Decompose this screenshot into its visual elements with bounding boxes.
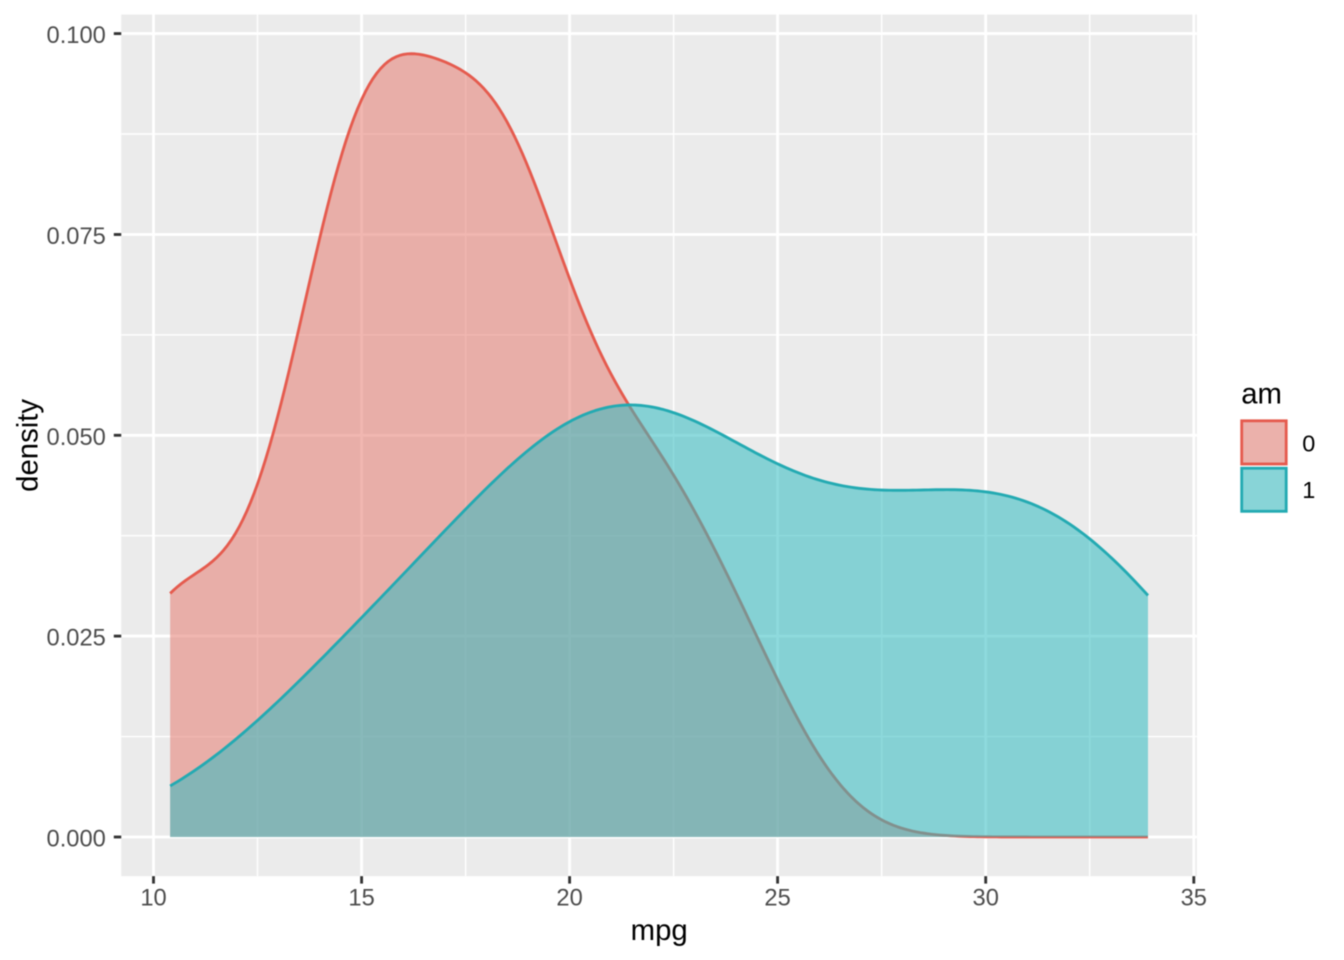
svg-text:15: 15: [348, 885, 374, 911]
svg-text:am: am: [1241, 377, 1282, 410]
svg-text:0.075: 0.075: [47, 224, 106, 250]
svg-text:30: 30: [973, 885, 999, 911]
svg-text:0: 0: [1302, 430, 1315, 456]
svg-text:20: 20: [556, 885, 582, 911]
svg-text:0.000: 0.000: [47, 827, 106, 853]
svg-text:mpg: mpg: [631, 914, 688, 947]
svg-text:10: 10: [140, 885, 166, 911]
svg-text:0.025: 0.025: [47, 626, 106, 652]
svg-text:density: density: [12, 399, 45, 492]
svg-text:0.100: 0.100: [47, 23, 106, 49]
svg-text:1: 1: [1302, 477, 1315, 503]
svg-text:25: 25: [764, 885, 790, 911]
svg-text:0.050: 0.050: [47, 425, 106, 451]
svg-text:35: 35: [1181, 885, 1207, 911]
